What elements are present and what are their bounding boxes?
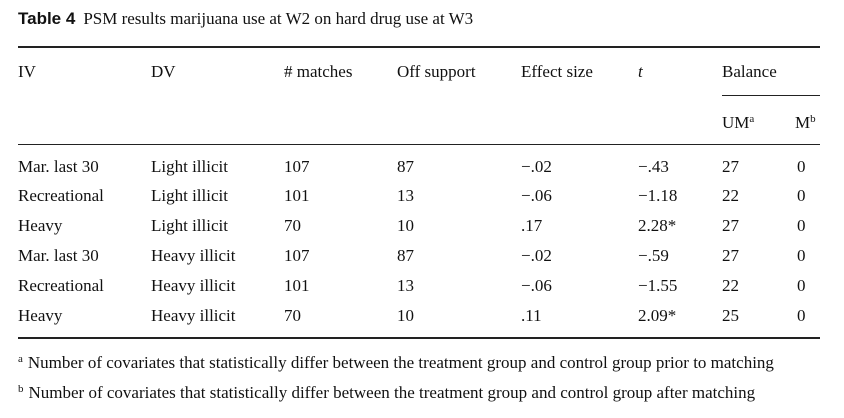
cell-m: 0 <box>797 157 806 176</box>
cell-matches: 101 <box>284 276 310 295</box>
cell-t: 2.09* <box>638 306 677 325</box>
footnote-a-mark: a <box>18 353 23 365</box>
cell-effect-size: −.06 <box>521 186 552 205</box>
cell-dv: Light illicit <box>151 216 228 235</box>
header-m-text: M <box>795 113 811 132</box>
cell-um: 27 <box>722 216 739 235</box>
header-effect-size: Effect size <box>521 62 593 81</box>
header-um-text: UM <box>722 113 750 132</box>
cell-m: 0 <box>797 216 806 235</box>
footnote-b-text: Number of covariates that statistically … <box>28 383 756 402</box>
footnote-a: a Number of covariates that statistically… <box>18 353 774 373</box>
cell-dv: Heavy illicit <box>151 276 236 295</box>
cell-effect-size: −.06 <box>521 276 552 295</box>
cell-t: −1.55 <box>638 276 678 295</box>
cell-effect-size: −.02 <box>521 157 552 176</box>
cell-matches: 70 <box>284 306 301 325</box>
cell-t: 2.28* <box>638 216 677 235</box>
cell-iv: Mar. last 30 <box>18 157 99 176</box>
cell-dv: Heavy illicit <box>151 306 236 325</box>
footnote-a-text: Number of covariates that statistically … <box>27 353 774 372</box>
cell-matches: 107 <box>284 246 310 265</box>
cell-effect-size: −.02 <box>521 246 552 265</box>
cell-um: 27 <box>722 157 739 176</box>
cell-m: 0 <box>797 246 806 265</box>
cell-um: 27 <box>722 246 739 265</box>
header-off-support: Off support <box>397 62 476 81</box>
cell-off-support: 87 <box>397 157 414 176</box>
table-caption: Table 4 PSM results marijuana use at W2 o… <box>18 9 473 29</box>
cell-iv: Mar. last 30 <box>18 246 99 265</box>
cell-off-support: 13 <box>397 276 414 295</box>
header-m-sup: b <box>810 113 816 125</box>
cell-dv: Heavy illicit <box>151 246 236 265</box>
header-um-sup: a <box>749 113 755 125</box>
cell-iv: Recreational <box>18 186 104 205</box>
bottom-rule <box>18 337 820 339</box>
cell-off-support: 10 <box>397 306 414 325</box>
cell-dv: Light illicit <box>151 186 228 205</box>
cell-t: −.43 <box>638 157 669 176</box>
cell-iv: Recreational <box>18 276 104 295</box>
cell-m: 0 <box>797 306 806 325</box>
balance-rule <box>722 95 820 96</box>
cell-off-support: 10 <box>397 216 414 235</box>
cell-um: 22 <box>722 186 739 205</box>
cell-matches: 101 <box>284 186 310 205</box>
header-t: t <box>638 62 643 81</box>
footnote-b: b Number of covariates that statistically… <box>18 383 755 403</box>
header-rule <box>18 144 820 145</box>
header-dv: DV <box>151 62 176 81</box>
header-balance: Balance <box>722 62 777 81</box>
footnote-b-mark: b <box>18 383 24 395</box>
cell-dv: Light illicit <box>151 157 228 176</box>
table-label: Table 4 <box>18 9 76 28</box>
cell-matches: 70 <box>284 216 301 235</box>
cell-t: −1.18 <box>638 186 678 205</box>
cell-m: 0 <box>797 276 806 295</box>
cell-off-support: 87 <box>397 246 414 265</box>
top-rule <box>18 46 820 48</box>
header-um: UMa <box>722 109 754 133</box>
table-title: PSM results marijuana use at W2 on hard … <box>83 9 474 28</box>
cell-um: 22 <box>722 276 739 295</box>
cell-iv: Heavy <box>18 306 63 325</box>
cell-off-support: 13 <box>397 186 414 205</box>
cell-um: 25 <box>722 306 739 325</box>
cell-m: 0 <box>797 186 806 205</box>
cell-effect-size: .17 <box>521 216 543 235</box>
header-matches: # matches <box>284 62 353 81</box>
cell-iv: Heavy <box>18 216 63 235</box>
header-m: Mb <box>795 109 816 133</box>
cell-matches: 107 <box>284 157 310 176</box>
cell-effect-size: .11 <box>521 306 542 325</box>
header-iv: IV <box>18 62 36 81</box>
cell-t: −.59 <box>638 246 669 265</box>
